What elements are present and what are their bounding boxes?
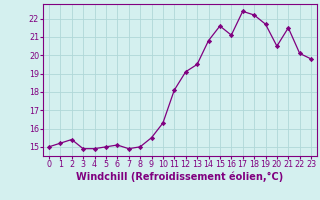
- X-axis label: Windchill (Refroidissement éolien,°C): Windchill (Refroidissement éolien,°C): [76, 172, 284, 182]
